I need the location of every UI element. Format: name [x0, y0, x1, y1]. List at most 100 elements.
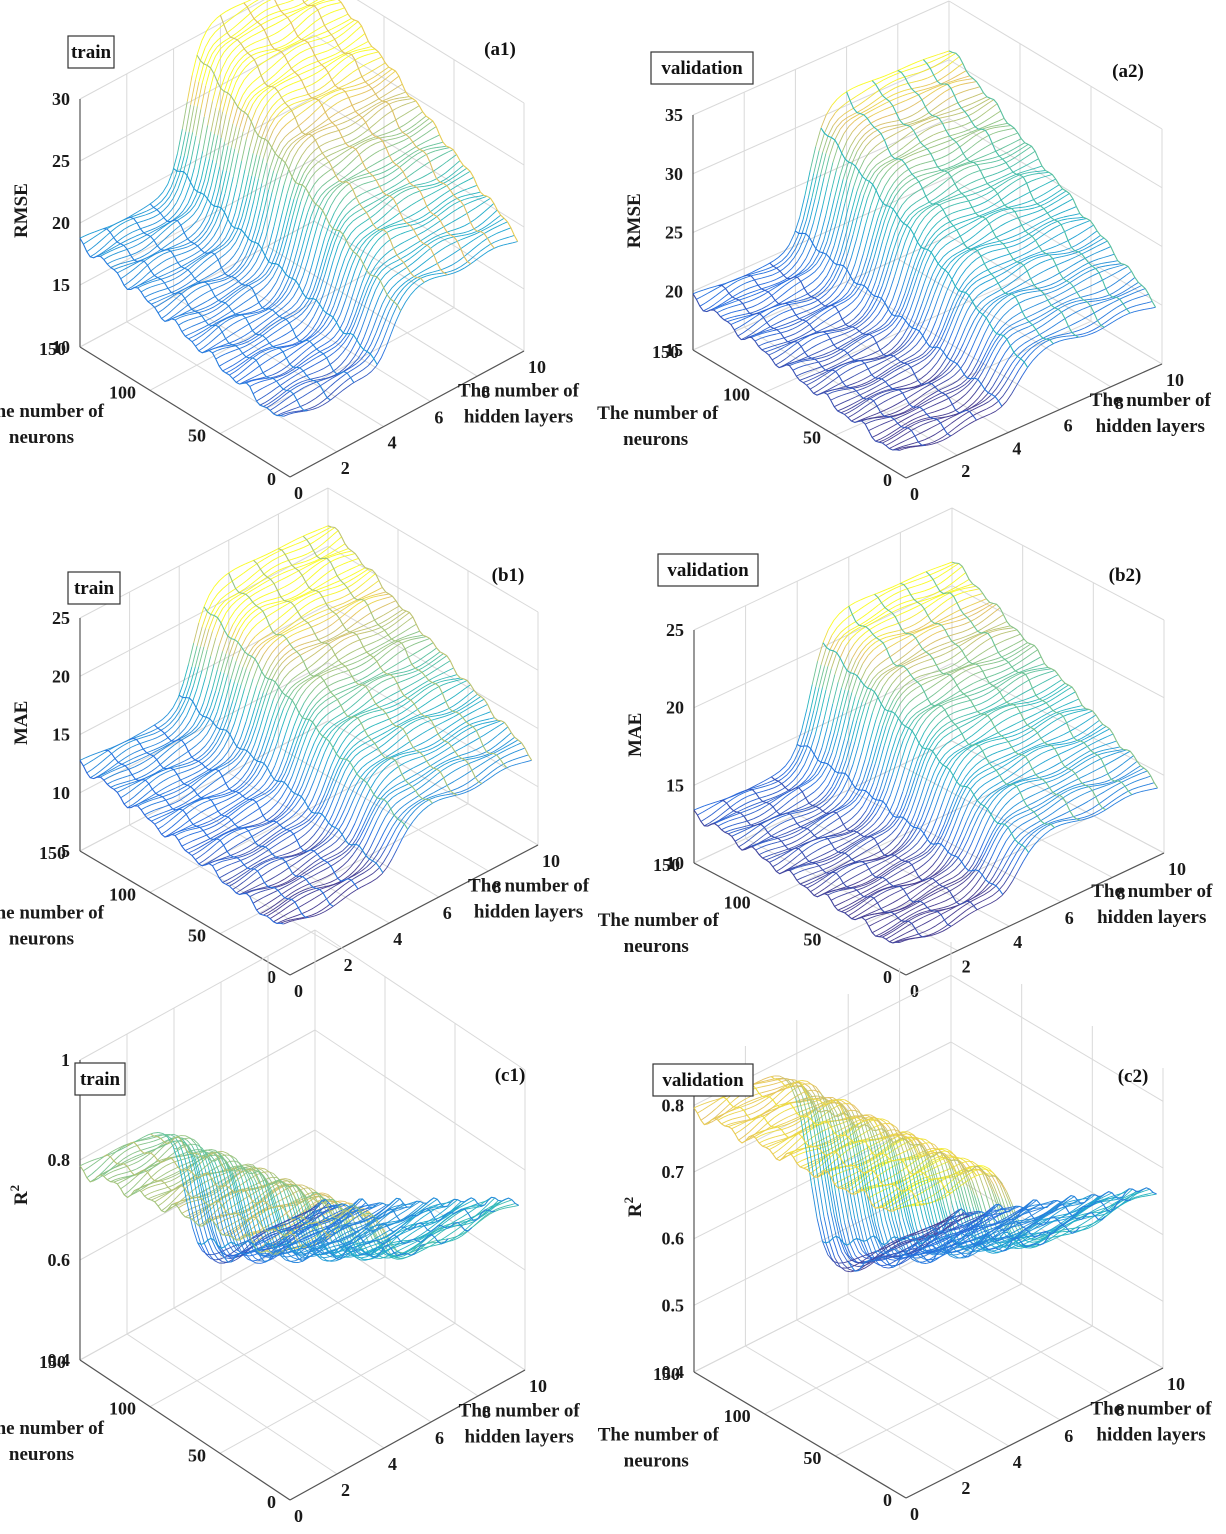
- surface-mesh-segment: [104, 226, 110, 229]
- surface-mesh-segment: [277, 377, 283, 382]
- surface-mesh-segment: [1010, 140, 1017, 145]
- surface-mesh-segment: [993, 201, 1000, 206]
- surface-mesh-segment: [142, 282, 148, 286]
- surface-mesh-segment: [840, 410, 847, 414]
- surface-mesh-segment: [209, 32, 216, 39]
- surface-mesh-segment: [409, 187, 415, 190]
- surface-mesh-segment: [419, 246, 425, 252]
- surface-mesh-segment: [278, 346, 284, 348]
- surface-mesh-segment: [316, 159, 322, 164]
- surface-mesh-segment: [290, 76, 296, 80]
- surface-mesh-segment: [512, 241, 518, 244]
- surface-mesh-segment: [202, 300, 208, 305]
- surface-mesh-segment: [981, 275, 988, 279]
- surface-mesh-segment: [1076, 265, 1083, 270]
- surface-mesh-segment: [267, 105, 274, 114]
- surface-mesh-segment: [218, 363, 225, 367]
- surface-mesh-segment: [872, 350, 879, 355]
- surface-mesh-segment: [193, 207, 199, 215]
- y-tick-label: 2: [341, 458, 350, 478]
- surface-mesh-segment: [223, 77, 230, 92]
- surface-mesh-segment: [342, 262, 349, 277]
- surface-mesh-segment: [171, 272, 177, 276]
- surface-mesh-segment: [860, 391, 867, 395]
- surface-mesh-segment: [954, 340, 961, 353]
- surface-mesh-segment: [166, 274, 172, 278]
- surface-mesh-segment: [418, 274, 424, 278]
- surface-mesh-segment: [276, 57, 282, 63]
- surface-mesh-segment: [351, 156, 357, 163]
- surface-mesh-segment: [268, 314, 275, 319]
- surface-mesh-segment: [947, 212, 954, 216]
- surface-mesh-segment: [172, 289, 178, 293]
- surface-mesh-segment: [1009, 174, 1016, 178]
- surface-mesh-segment: [314, 403, 320, 407]
- surface-mesh-segment: [804, 375, 811, 379]
- surface-mesh-segment: [439, 259, 445, 263]
- surface-mesh-segment: [903, 215, 910, 224]
- surface-mesh-segment: [279, 350, 286, 354]
- surface-mesh-segment: [263, 14, 270, 19]
- surface-mesh-segment: [1019, 142, 1026, 147]
- surface-mesh-segment: [891, 429, 898, 434]
- surface-mesh-segment: [1072, 297, 1079, 301]
- surface-mesh-segment: [965, 416, 972, 421]
- surface-mesh-segment: [436, 164, 443, 170]
- surface-mesh-segment: [398, 269, 404, 274]
- surface-mesh-segment: [1070, 206, 1077, 210]
- surface-mesh-segment: [106, 261, 113, 265]
- surface-mesh-segment: [186, 263, 192, 268]
- surface-mesh-segment: [861, 411, 868, 416]
- surface-mesh-segment: [392, 100, 398, 103]
- surface-mesh-segment: [432, 243, 438, 248]
- surface-mesh-segment: [1035, 230, 1041, 235]
- surface-mesh-segment: [340, 374, 346, 379]
- surface-mesh-segment: [951, 269, 958, 280]
- surface-mesh-segment: [982, 339, 989, 352]
- surface-mesh-segment: [380, 165, 387, 169]
- surface-mesh-segment: [994, 264, 1000, 268]
- surface-mesh-segment: [891, 317, 898, 325]
- surface-mesh-segment: [190, 232, 196, 238]
- surface-mesh-segment: [260, 305, 266, 310]
- surface-mesh-segment: [847, 414, 854, 418]
- surface-mesh-segment: [409, 213, 416, 217]
- surface-mesh-segment: [1014, 207, 1021, 209]
- surface-mesh-segment: [443, 234, 449, 237]
- surface-mesh-segment: [160, 297, 167, 301]
- surface-mesh-segment: [468, 239, 474, 244]
- surface-mesh-segment: [898, 430, 904, 435]
- surface-mesh-segment: [843, 388, 849, 391]
- surface-mesh-segment: [874, 357, 880, 360]
- surface-mesh-segment: [1008, 327, 1015, 332]
- surface-mesh-segment: [357, 351, 364, 359]
- surface-mesh-segment: [295, 372, 301, 376]
- surface-mesh-segment: [420, 182, 427, 185]
- surface-mesh-segment: [145, 286, 152, 290]
- surface-mesh-segment: [274, 143, 281, 154]
- surface-mesh-segment: [200, 238, 206, 244]
- surface-mesh-segment: [878, 390, 884, 394]
- surface-mesh-segment: [883, 373, 890, 378]
- surface-mesh-segment: [361, 270, 368, 284]
- surface-mesh-segment: [1013, 174, 1019, 179]
- surface-mesh-segment: [905, 179, 912, 184]
- surface-mesh-segment: [272, 16, 278, 20]
- surface-mesh-segment: [192, 106, 198, 133]
- surface-mesh-segment: [960, 163, 967, 167]
- surface-mesh-segment: [971, 323, 978, 335]
- surface-mesh-segment: [899, 448, 906, 451]
- surface-mesh-segment: [245, 0, 251, 3]
- surface-mesh-segment: [777, 342, 784, 346]
- surface-mesh-segment: [285, 411, 291, 415]
- surface-mesh-segment: [346, 118, 353, 122]
- surface-mesh-segment: [291, 302, 298, 308]
- surface-mesh-segment: [339, 67, 345, 73]
- surface-mesh-segment: [202, 258, 209, 264]
- surface-mesh-segment: [918, 414, 924, 418]
- surface-mesh-segment: [366, 46, 372, 49]
- surface-mesh-segment: [363, 104, 369, 108]
- surface-mesh-segment: [170, 278, 176, 282]
- surface-mesh-segment: [393, 272, 399, 277]
- surface-mesh-segment: [1103, 255, 1110, 258]
